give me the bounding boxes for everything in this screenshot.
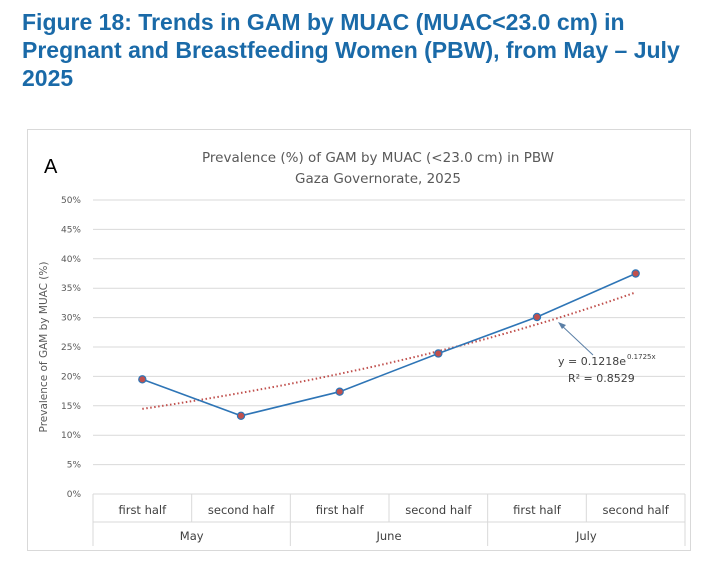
y-tick-label: 0% (67, 490, 82, 500)
x-group-label: May (180, 529, 204, 543)
trendline-r2: R² = 0.8529 (568, 372, 635, 385)
x-group-label: July (575, 529, 597, 543)
x-tick-label: second half (405, 503, 472, 517)
y-tick-label: 15% (61, 402, 81, 412)
x-group-label: June (375, 529, 401, 543)
y-tick-label: 45% (61, 225, 81, 235)
equation-arrow-head (558, 322, 566, 329)
figure-title: Figure 18: Trends in GAM by MUAC (MUAC<2… (22, 9, 680, 91)
x-tick-label: first half (118, 503, 167, 517)
x-tick-label: second half (603, 503, 670, 517)
y-tick-label: 10% (61, 431, 81, 441)
chart-title: Prevalence (%) of GAM by MUAC (<23.0 cm)… (202, 150, 554, 166)
x-tick-label: second half (208, 503, 275, 517)
data-point (236, 411, 246, 420)
y-tick-label: 20% (61, 372, 81, 382)
y-axis-label: Prevalence of GAM by MUAC (%) (38, 262, 50, 433)
trendline (142, 291, 637, 410)
chart-container: A Prevalence (%) of GAM by MUAC (<23.0 cm… (27, 129, 691, 551)
series-line (142, 272, 637, 417)
y-tick-label: 30% (61, 314, 81, 324)
trendline-equation: y = 0.1218e (558, 355, 626, 368)
trendline-equation-exponent: 0.1725x (627, 353, 656, 361)
data-point (335, 387, 344, 396)
equation-arrow (559, 323, 594, 356)
y-tick-label: 50% (61, 196, 81, 206)
data-point (631, 269, 640, 278)
data-point (434, 349, 443, 358)
chart-subtitle: Gaza Governorate, 2025 (295, 171, 461, 187)
y-tick-label: 25% (61, 343, 81, 353)
chart-svg: A Prevalence (%) of GAM by MUAC (<23.0 cm… (38, 150, 686, 546)
y-tick-label: 35% (61, 284, 81, 294)
y-tick-label: 5% (67, 461, 82, 471)
x-tick-label: first half (316, 503, 365, 517)
panel-label: A (44, 156, 58, 178)
data-point (532, 312, 542, 322)
data-point (138, 375, 147, 384)
x-tick-label: first half (513, 503, 562, 517)
y-tick-label: 40% (61, 255, 81, 265)
